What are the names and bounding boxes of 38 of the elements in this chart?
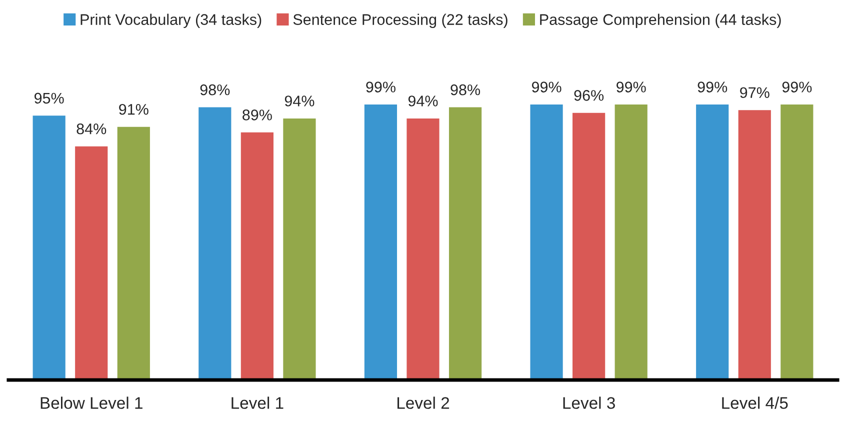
- bar: [694, 103, 730, 380]
- x-tick-label: Level 1: [232, 396, 284, 409]
- bar: [116, 125, 152, 380]
- legend-label: Sentence Processing (22 tasks): [293, 14, 508, 28]
- bar: [613, 103, 649, 380]
- bar: [571, 111, 607, 380]
- legend-label: Print Vocabulary (34 tasks): [80, 14, 262, 28]
- bar: [197, 106, 233, 380]
- bar: [736, 108, 772, 380]
- bar: [363, 103, 398, 380]
- data-label: 99%: [366, 82, 396, 92]
- data-label: 94%: [408, 96, 438, 106]
- x-tick-label: Level 4/5: [722, 396, 788, 409]
- x-tick-label: Below Level 1: [40, 396, 142, 409]
- data-label: 97%: [740, 87, 770, 98]
- data-label: 91%: [119, 104, 148, 115]
- data-label: 99%: [782, 82, 812, 92]
- x-tick-label: Level 3: [563, 396, 615, 409]
- bar: [31, 114, 67, 380]
- data-label: 95%: [34, 92, 64, 104]
- bar: [239, 131, 275, 380]
- data-label: 84%: [76, 123, 106, 134]
- data-label: 94%: [284, 96, 314, 106]
- data-label: 96%: [574, 90, 604, 101]
- data-label: 98%: [450, 84, 480, 96]
- legend-label: Passage Comprehension (44 tasks): [540, 14, 781, 28]
- data-label: 98%: [200, 84, 230, 96]
- data-label: 99%: [616, 82, 646, 92]
- bar: [282, 117, 318, 380]
- bar: [528, 103, 564, 380]
- bar: [779, 103, 815, 380]
- bar: [448, 106, 483, 380]
- data-label: 89%: [242, 110, 272, 120]
- x-tick-label: Level 2: [397, 396, 450, 409]
- data-label: 99%: [698, 82, 728, 92]
- data-label: 99%: [532, 82, 562, 92]
- bar: [405, 117, 441, 380]
- bar: [74, 144, 110, 380]
